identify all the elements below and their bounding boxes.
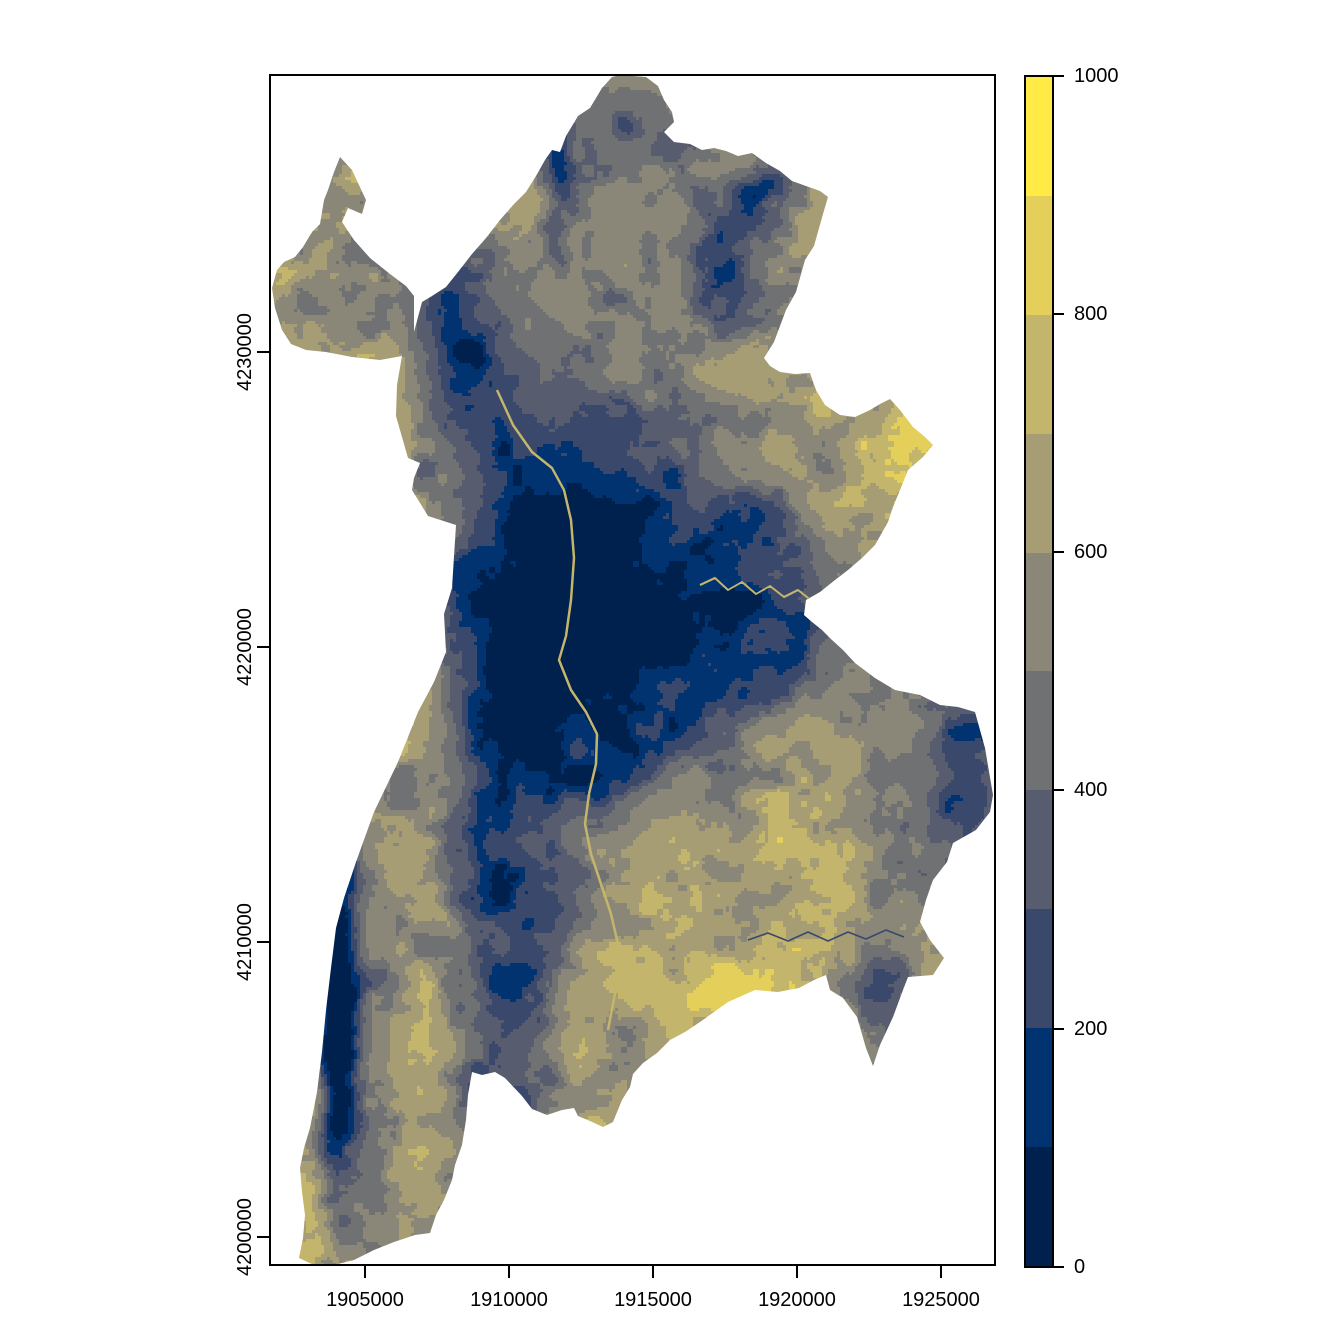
legend-color-block bbox=[1026, 433, 1052, 553]
tick-mark bbox=[1054, 1028, 1064, 1030]
legend-color-block bbox=[1026, 195, 1052, 315]
x-tick-label: 1915000 bbox=[614, 1289, 692, 1311]
legend-color-block bbox=[1026, 790, 1052, 910]
y-tick-label: 4200000 bbox=[234, 1198, 256, 1276]
legend-color-block bbox=[1026, 314, 1052, 434]
tick-mark bbox=[796, 1266, 798, 1278]
x-tick-label: 1925000 bbox=[902, 1289, 980, 1311]
tick-mark bbox=[364, 1266, 366, 1278]
legend-color-block bbox=[1026, 909, 1052, 1029]
legend-color-block bbox=[1026, 552, 1052, 672]
tick-mark bbox=[1054, 313, 1064, 315]
x-tick-label: 1910000 bbox=[470, 1289, 548, 1311]
legend-tick-label: 600 bbox=[1074, 541, 1108, 563]
raster-map-canvas bbox=[270, 75, 995, 1265]
plot-border bbox=[269, 74, 996, 1266]
legend-color-bar bbox=[1024, 75, 1054, 1268]
tick-mark bbox=[257, 1236, 269, 1238]
legend-tick-label: 800 bbox=[1074, 303, 1108, 325]
legend-color-block bbox=[1026, 77, 1052, 196]
x-tick-label: 1905000 bbox=[326, 1289, 404, 1311]
tick-mark bbox=[1054, 551, 1064, 553]
tick-mark bbox=[652, 1266, 654, 1278]
y-tick-label: 4230000 bbox=[234, 313, 256, 391]
legend-tick-label: 400 bbox=[1074, 779, 1108, 801]
y-tick-label: 4220000 bbox=[234, 608, 256, 686]
legend-color-block bbox=[1026, 1028, 1052, 1148]
tick-mark bbox=[508, 1266, 510, 1278]
tick-mark bbox=[1054, 789, 1064, 791]
legend-color-block bbox=[1026, 1147, 1052, 1266]
tick-mark bbox=[1054, 1266, 1064, 1268]
tick-mark bbox=[1054, 75, 1064, 77]
tick-mark bbox=[940, 1266, 942, 1278]
tick-mark bbox=[257, 351, 269, 353]
legend-tick-label: 1000 bbox=[1074, 65, 1119, 87]
legend-tick-label: 0 bbox=[1074, 1256, 1086, 1278]
y-tick-label: 4210000 bbox=[234, 903, 256, 981]
tick-mark bbox=[257, 941, 269, 943]
x-tick-label: 1920000 bbox=[758, 1289, 836, 1311]
legend-color-block bbox=[1026, 671, 1052, 791]
tick-mark bbox=[257, 646, 269, 648]
legend-tick-label: 200 bbox=[1074, 1018, 1108, 1040]
